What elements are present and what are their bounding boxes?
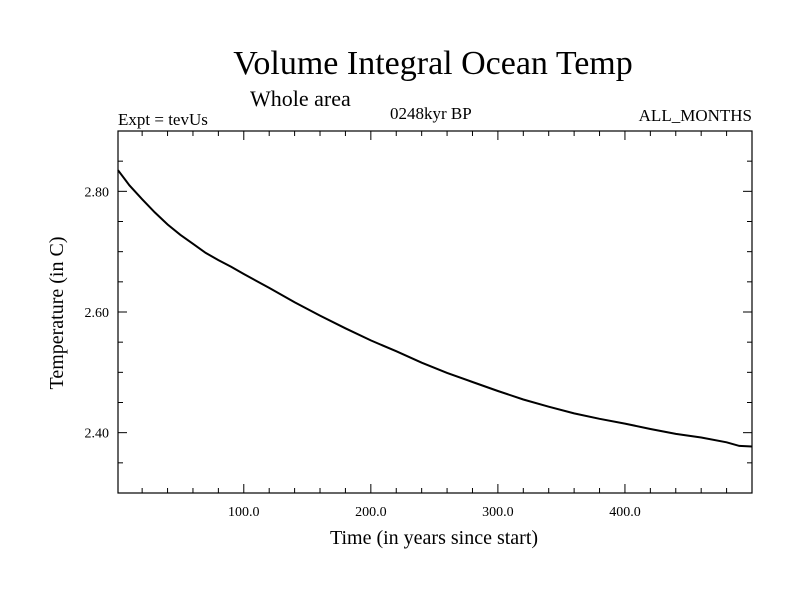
y-axis-label: Temperature (in C) <box>46 237 68 390</box>
y-tick-label: 2.60 <box>85 306 110 321</box>
plot-frame <box>117 130 753 494</box>
axis-ticks <box>118 131 752 493</box>
x-tick-label: 300.0 <box>482 505 514 520</box>
chart-subtitle: Whole area <box>250 86 351 111</box>
x-axis-label: Time (in years since start) <box>330 527 538 549</box>
y-tick-label: 2.40 <box>85 427 110 442</box>
chart-title: Volume Integral Ocean Temp <box>233 45 633 82</box>
experiment-label: Expt = tevUs <box>118 110 208 129</box>
x-tick-label: 400.0 <box>609 505 641 520</box>
axis-tick-labels: 100.0 200.0 300.0 400.0 2.40 2.60 2.80 <box>85 185 641 520</box>
x-tick-label: 100.0 <box>228 505 260 520</box>
temperature-series-line <box>117 169 753 448</box>
period-label: 0248kyr BP <box>390 104 472 123</box>
y-tick-label: 2.80 <box>85 185 110 200</box>
months-label: ALL_MONTHS <box>638 106 752 125</box>
x-tick-label: 200.0 <box>355 505 387 520</box>
